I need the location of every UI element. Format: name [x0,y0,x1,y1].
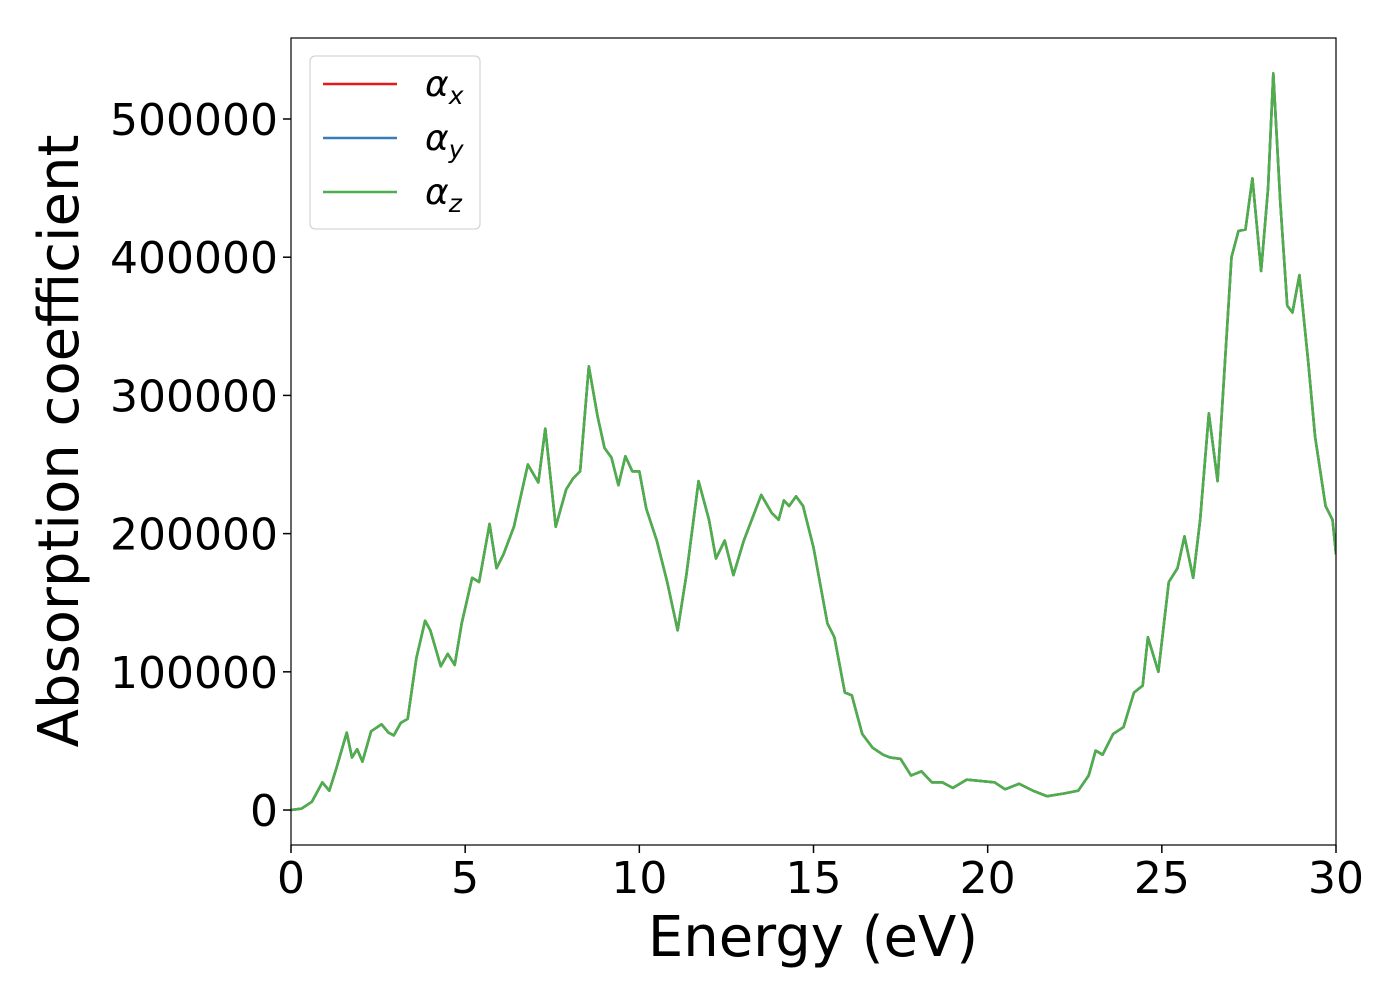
x-tick-label: 5 [451,853,479,904]
x-tick-label: 15 [786,853,842,904]
x-tick-label: 25 [1134,853,1190,904]
y-tick-label: 300000 [110,371,278,422]
y-tick-label: 500000 [110,95,278,146]
series-line [291,72,1336,812]
x-tick-label: 20 [960,853,1016,904]
x-tick-label: 0 [277,853,305,904]
x-tick-label: 30 [1308,853,1364,904]
y-tick-label: 400000 [110,233,278,284]
y-tick-label: 0 [250,786,278,837]
y-axis-label: Absorption coefficient [27,135,92,748]
y-tick-label: 100000 [110,648,278,699]
plot-frame [290,37,1337,846]
y-tick-label: 200000 [110,510,278,561]
x-axis-label: Energy (eV) [648,905,978,970]
x-tick-label: 10 [611,853,667,904]
legend-box [309,55,481,230]
